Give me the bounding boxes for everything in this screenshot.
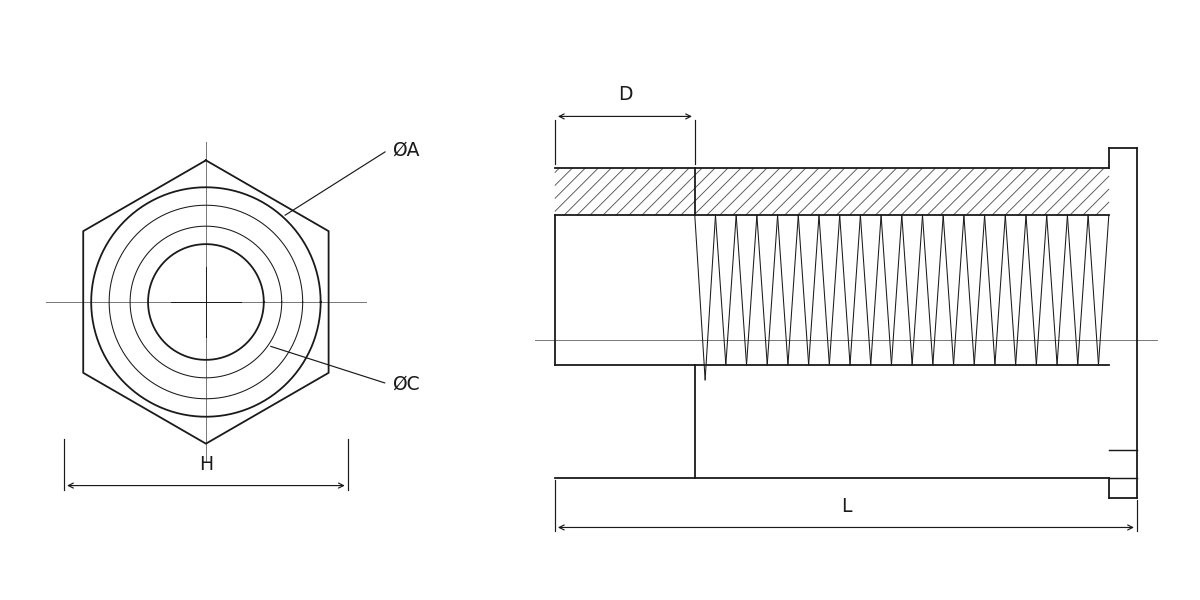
Text: ØA: ØA (392, 141, 420, 160)
Text: D: D (618, 85, 632, 104)
Text: H: H (199, 455, 212, 473)
Text: ØC: ØC (392, 374, 420, 394)
Text: L: L (841, 497, 851, 515)
